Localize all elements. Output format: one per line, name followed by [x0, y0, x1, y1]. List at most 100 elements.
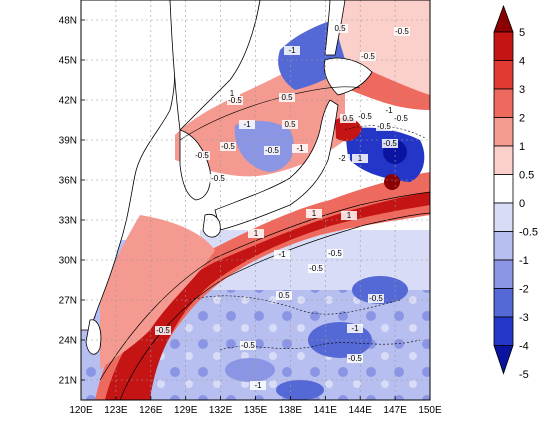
contour-label-bg — [340, 114, 356, 123]
contour-label-bg — [292, 144, 308, 153]
contour-label: 0.5 — [342, 114, 354, 123]
contour-label: 1 — [358, 154, 363, 163]
contour-label: -0.5 — [221, 142, 235, 151]
contour-label: -1 — [254, 381, 262, 390]
contour-label-bg — [334, 154, 350, 163]
contour-label: -0.5 — [369, 294, 383, 303]
contour-label: -0.5 — [211, 174, 225, 183]
colorbar-label: 4 — [519, 56, 525, 68]
contour-label: -0.5 — [195, 151, 209, 160]
field-east-positive-eddy — [335, 117, 362, 142]
land-honshu — [214, 99, 339, 231]
colorbar-label: -4 — [519, 341, 529, 353]
y-tick-label: 27N — [59, 296, 77, 307]
contour-label: -1 — [243, 120, 251, 129]
colorbar-swatch — [493, 174, 514, 204]
contour-label-bg — [248, 229, 264, 238]
contour-label-bg — [360, 52, 376, 61]
contour-label: -1 — [385, 106, 393, 115]
colorbar-label: 0 — [519, 198, 525, 210]
x-tick-label: 144E — [349, 405, 373, 416]
colorbar-swatch — [493, 145, 514, 175]
contour-label: 1 — [347, 211, 352, 220]
land-taiwan — [85, 319, 102, 355]
contour-label: 1 — [312, 209, 317, 218]
contour-label-bg — [155, 326, 171, 335]
contour-label-bg — [227, 96, 243, 105]
y-tick-label: 48N — [59, 16, 77, 27]
x-tick-label: 132E — [209, 405, 233, 416]
contour-label-bg — [394, 27, 410, 36]
contour-label-bg — [282, 120, 298, 129]
contour-label-bg — [381, 106, 397, 115]
contour-label: 0.5 — [334, 24, 346, 33]
contour-label: -0.5 — [358, 112, 372, 121]
x-tick-label: 135E — [244, 405, 268, 416]
y-axis-ticks: 21N 24N 27N 30N 33N 36N 39N 42N 45N 48N — [59, 16, 85, 387]
contour-label: -1 — [278, 250, 286, 259]
colorbar-label: -1 — [519, 255, 529, 267]
colorbar-label: -5 — [519, 369, 529, 381]
contour-label-bg — [239, 120, 255, 129]
contour-label-bg — [332, 24, 348, 33]
field-kuroshio-band — [95, 172, 430, 400]
field-east-china-sea — [100, 215, 215, 370]
colorbar-swatch — [493, 60, 514, 90]
contour-label: -0.5 — [377, 122, 391, 131]
colorbar-top-triangle — [493, 4, 514, 33]
contour-label-bg — [306, 209, 322, 218]
contour-line — [119, 212, 430, 400]
contour-label: -0.5 — [228, 96, 242, 105]
field-south-blob-2 — [352, 276, 408, 304]
contour-label-bg — [220, 142, 236, 151]
colorbar-swatch — [493, 88, 514, 118]
contour-label-bg — [279, 93, 295, 102]
contour-label-bg — [352, 154, 368, 163]
contour-label: -1 — [351, 324, 359, 333]
contour-label: -0.5 — [241, 341, 255, 350]
y-tick-label: 24N — [59, 336, 77, 347]
contour-line — [189, 295, 401, 315]
contour-label: -0.5 — [328, 249, 342, 258]
land-korea — [179, 129, 211, 201]
contour-label-bg — [347, 324, 363, 333]
contour-label-bg — [194, 151, 210, 160]
field-south-blob-3 — [225, 358, 275, 382]
colorbar-label: 5 — [519, 27, 525, 39]
colorbar-swatch — [493, 202, 514, 232]
contour-label-bg — [376, 122, 392, 131]
x-axis-ticks: 120E 123E 126E 129E 132E 135E 138E 141E 144E 147E… — [69, 396, 442, 416]
colorbar-bottom-triangle — [493, 345, 514, 375]
colorbar-label: 0.5 — [519, 170, 534, 182]
contour-label: 1 — [254, 229, 259, 238]
x-tick-label: 147E — [383, 405, 407, 416]
y-tick-label: 33N — [59, 216, 77, 227]
contour-label-bg — [210, 174, 226, 183]
x-tick-label: 150E — [418, 405, 442, 416]
contour-label-bg — [276, 291, 292, 300]
colorbar-swatch — [493, 288, 514, 318]
field-south-blob-4 — [276, 380, 324, 400]
contour-label-bg — [264, 146, 280, 155]
contour-label-bg — [382, 139, 398, 148]
contour-label: -0.5 — [361, 52, 375, 61]
x-tick-label: 138E — [279, 405, 303, 416]
colorbar-label: -0.5 — [519, 227, 538, 239]
contour-label: -0.5 — [394, 114, 408, 123]
x-tick-label: 129E — [174, 405, 198, 416]
colorbar-label: 2 — [519, 113, 525, 125]
y-tick-label: 42N — [59, 96, 77, 107]
colorbar-label: 3 — [519, 84, 525, 96]
contour-labels: 0.5 -0.5-11-0.5-0.5-1 0.5-0.5 -1-2 10.5 -0.5-… — [155, 24, 410, 390]
contour-label: -0.5 — [348, 354, 362, 363]
x-tick-label: 123E — [104, 405, 128, 416]
contour-label-bg — [327, 249, 343, 258]
contour-label: -0.5 — [383, 139, 397, 148]
contour-label: 0.5 — [281, 93, 293, 102]
colorbar-label: 1 — [519, 141, 525, 153]
colorbar-swatch — [493, 259, 514, 289]
contour-label: -2 — [338, 154, 346, 163]
contour-line — [219, 339, 421, 351]
contour-label: 1 — [230, 89, 235, 98]
